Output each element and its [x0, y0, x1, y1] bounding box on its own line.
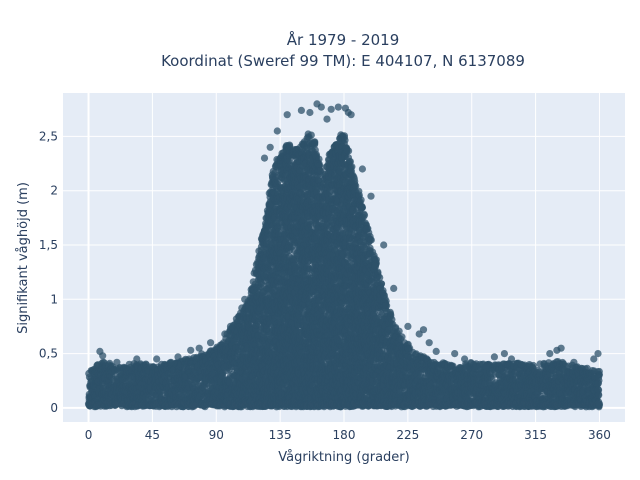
data-point: [311, 140, 319, 148]
data-points: [84, 100, 604, 411]
chart-title-line-2: Koordinat (Sweref 99 TM): E 404107, N 61…: [161, 52, 525, 70]
chart-title-line-1: År 1979 - 2019: [287, 30, 400, 49]
data-point: [307, 131, 315, 139]
